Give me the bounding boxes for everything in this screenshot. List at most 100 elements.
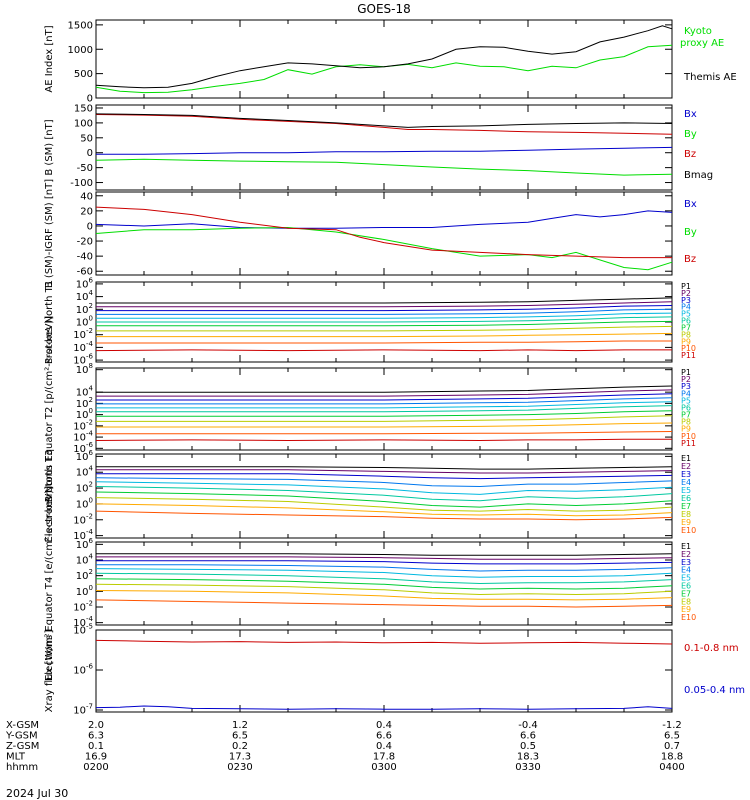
series-line-e8 [95,583,673,596]
y-tick-label: 0 [87,94,93,105]
legend-e5: E5 [681,486,691,495]
legend-p11: P11 [681,439,696,448]
panel-bigrf: -60 -40 -20 0 20 40 B (SM)-IGRF (SM) [nT] [44,179,673,288]
series-line-p3 [96,393,673,401]
y-tick-label: 10-7 [73,703,93,717]
footer-value: 0.4 [376,720,392,731]
footer-value: 6.6 [376,731,392,742]
legend-e9: E9 [681,518,691,527]
legend-bx: Bx [684,199,697,210]
footer-value: 0200 [83,762,108,773]
y-tick-label: 10-2 [73,512,93,526]
legend-0-1-0-8-nm: 0.1-0.8 nm [684,643,739,654]
footer-value: 18.3 [517,752,539,763]
y-axis-label: Electrons North T3 [44,449,55,542]
legend-p6: P6 [681,317,691,326]
footer-value: 0230 [227,762,252,773]
series-line-p6 [96,316,673,323]
date-label: 2024 Jul 30 [6,787,68,800]
legend-p1: P1 [681,282,691,291]
footer-row-label: Y-GSM [5,731,38,742]
legend-p9: P9 [681,337,691,346]
series-line-e9 [95,590,673,601]
series-line-e1 [96,466,673,470]
legend-bmag: Bmag [684,170,713,181]
series-line-bz [95,206,672,259]
y-tick-label: 10-2 [73,327,93,341]
legend-themis-ae: Themis AE [683,72,737,83]
legend-kyoto-proxy-ae: Kyoto proxy AE [680,26,724,49]
y-tick-label: 106 [76,276,94,290]
legend-e1: E1 [681,454,691,463]
series-line-p3 [96,305,673,312]
panel-bsm: -100 -50 0 50 100 150 B (SM) [nT] [44,103,673,191]
legend-e3: E3 [681,558,691,567]
legend-e9: E9 [681,605,691,614]
series-line-0-1-0-8-nm [95,639,673,645]
series-line-p5 [96,312,673,319]
legend-e4: E4 [681,566,691,575]
y-tick-label: 10-5 [73,623,93,637]
y-axis-label: Xray flux [W/m²] [44,630,55,713]
y-tick-label: 0 [87,148,93,159]
series-line-p4 [96,308,673,315]
legend-e2: E2 [681,550,691,559]
footer-value: 0330 [515,762,540,773]
y-tick-label: 100 [76,315,93,329]
series-line-p5 [96,401,673,409]
y-tick-label: 10-6 [73,441,93,455]
series-line-p9 [96,332,673,338]
footer-value: 0300 [371,762,396,773]
series-line-0-05-0-4-nm [95,705,673,710]
series-line-e10 [95,599,673,608]
legend-p1: P1 [681,368,691,377]
footer-row-label: hhmm [6,762,38,773]
footer-value: 16.9 [85,752,107,763]
series-line-e2 [96,469,673,474]
legend-p9: P9 [681,425,691,434]
series-line-bx [95,210,673,229]
y-tick-label: 102 [76,568,93,582]
y-tick-label: 104 [76,385,94,399]
orbit-footer: X-GSM 2.0 1.2 0.4 -0.4 -1.2 Y-GSM 6.3 6.5 6.6 6.6 6… [5,720,685,773]
y-tick-label: 1000 [68,45,93,56]
series-line-e4 [96,564,673,572]
y-tick-label: -100 [70,178,93,189]
legend-p6: P6 [681,403,691,412]
series-line-themis-ae [95,25,673,89]
legend-by: By [684,227,697,238]
y-tick-label: 1500 [68,20,93,31]
legend-bx: Bx [684,109,697,120]
series-line-p1 [96,385,673,393]
series-line-p1 [96,297,673,304]
legend-bz: Bz [684,254,696,265]
legend-e4: E4 [681,478,691,487]
series-line-p2 [96,301,673,308]
series-line-bz [95,114,673,135]
y-tick-label: 10-2 [73,599,93,613]
y-tick-label: 10-2 [73,418,93,432]
legend-e7: E7 [681,502,691,511]
y-tick-label: -40 [77,252,93,263]
legend-p8: P8 [681,330,691,339]
footer-value: 0400 [659,762,684,773]
series-line-e9 [95,503,673,517]
legend-p10: P10 [681,432,696,441]
series-line-e5 [95,481,673,495]
legend-e10: E10 [681,526,696,535]
y-axis-label: B (SM)-IGRF (SM) [nT] [44,179,55,288]
series-line-p8 [96,415,673,422]
y-tick-label: 102 [76,396,93,410]
y-tick-label: -50 [77,163,93,174]
footer-value: 6.3 [88,731,104,742]
series-line-e7 [95,578,673,590]
legend-e3: E3 [681,470,691,479]
legend-e10: E10 [681,613,696,622]
legend-p4: P4 [681,303,691,312]
panel-xray: 10-5 10-6 10-7 Xray flux [W/m²] [44,623,673,717]
footer-value: 0.4 [376,741,392,752]
